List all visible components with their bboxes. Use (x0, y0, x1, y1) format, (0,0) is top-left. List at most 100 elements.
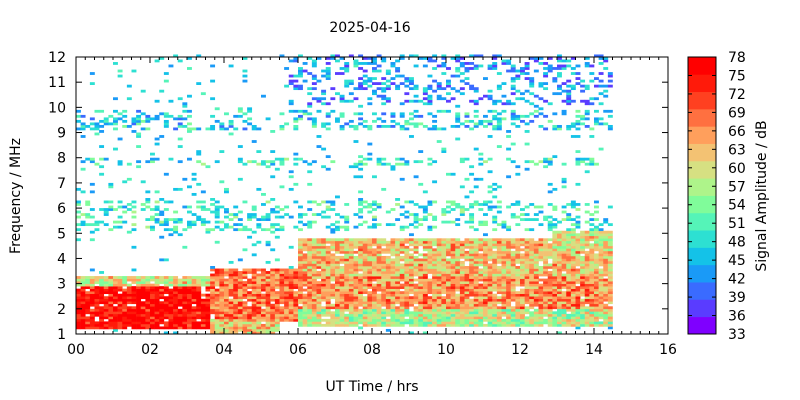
heatmap-cell (224, 323, 229, 327)
heatmap-cell (99, 220, 105, 224)
heatmap-cell (94, 127, 100, 131)
heatmap-cell (284, 298, 290, 302)
heatmap-cell (409, 248, 414, 252)
heatmap-cell (242, 162, 248, 166)
heatmap-cell (487, 243, 493, 247)
heatmap-cell (237, 323, 243, 327)
heatmap-cell (108, 301, 114, 305)
heatmap-cell (580, 230, 586, 234)
heatmap-cell (362, 258, 368, 262)
heatmap-cell (196, 311, 202, 315)
heatmap-cell (154, 137, 160, 141)
heatmap-cell (506, 316, 512, 320)
heatmap-cell (163, 124, 169, 128)
heatmap-cell (168, 157, 174, 161)
heatmap-cell (163, 291, 169, 295)
heatmap-cell (113, 326, 118, 330)
heatmap-cell (422, 323, 428, 327)
heatmap-cell (270, 318, 276, 322)
heatmap-cell (330, 223, 336, 227)
heatmap-cell (501, 245, 507, 249)
heatmap-cell (237, 145, 243, 148)
heatmap-cell (376, 281, 382, 284)
heatmap-cell (270, 296, 276, 300)
heatmap-cell (191, 223, 197, 227)
heatmap-cell (214, 308, 220, 312)
heatmap-cell (348, 54, 354, 58)
heatmap-cell (122, 278, 128, 282)
heatmap-cell (372, 276, 377, 279)
heatmap-cell (446, 316, 451, 320)
heatmap-cell (367, 97, 373, 101)
heatmap-cell (464, 301, 470, 305)
heatmap-cell (584, 268, 590, 272)
heatmap-cell (603, 263, 609, 267)
heatmap-cell (478, 263, 484, 267)
heatmap-cell (302, 243, 308, 247)
heatmap-cell (247, 228, 253, 232)
heatmap-cell (298, 255, 303, 259)
heatmap-cell (99, 293, 105, 297)
heatmap-cell (154, 318, 160, 322)
heatmap-cell (376, 253, 382, 257)
heatmap-cell (385, 245, 391, 249)
heatmap-cell (168, 323, 174, 327)
heatmap-cell (575, 240, 581, 244)
heatmap-cell (515, 321, 521, 325)
heatmap-cell (367, 321, 373, 325)
heatmap-cell (427, 102, 433, 106)
heatmap-cell (557, 323, 562, 327)
heatmap-cell (131, 278, 137, 282)
heatmap-cell (335, 268, 340, 272)
heatmap-cell (603, 286, 609, 289)
heatmap-cell (284, 157, 290, 161)
heatmap-cell (603, 94, 609, 98)
heatmap-cell (145, 117, 151, 121)
heatmap-cell (150, 298, 155, 302)
heatmap-cell (598, 276, 604, 279)
heatmap-cell (603, 220, 609, 224)
heatmap-cell (547, 313, 553, 317)
heatmap-cell (367, 278, 373, 282)
heatmap-cell (261, 326, 266, 330)
heatmap-cell (432, 318, 438, 322)
heatmap-cell (108, 200, 114, 204)
heatmap-cell (76, 318, 81, 322)
heatmap-cell (307, 273, 313, 277)
heatmap-cell (358, 82, 364, 85)
heatmap-cell (113, 283, 118, 287)
heatmap-cell (154, 291, 160, 295)
heatmap-cell (381, 250, 387, 254)
heatmap-cell (478, 157, 484, 161)
heatmap-cell (99, 311, 105, 315)
heatmap-cell (422, 296, 428, 300)
heatmap-cell (196, 82, 202, 85)
heatmap-cell (459, 278, 465, 282)
heatmap-cell (214, 311, 220, 315)
heatmap-cell (99, 283, 105, 287)
heatmap-cell (570, 245, 576, 249)
heatmap-cell (607, 245, 613, 249)
heatmap-cell (598, 57, 604, 60)
heatmap-cell (177, 298, 183, 302)
heatmap-cell (464, 316, 470, 320)
heatmap-cell (210, 210, 216, 214)
heatmap-cell (469, 67, 475, 70)
heatmap-cell (520, 318, 525, 322)
heatmap-cell (594, 308, 599, 312)
heatmap-cell (237, 318, 243, 322)
heatmap-cell (358, 223, 364, 227)
heatmap-cell (372, 306, 377, 310)
heatmap-cell (196, 215, 202, 219)
heatmap-cell (344, 255, 350, 259)
heatmap-cell (159, 223, 165, 227)
heatmap-cell (126, 306, 132, 310)
heatmap-cell (362, 288, 368, 292)
heatmap-cell (520, 69, 525, 73)
heatmap-cell (293, 278, 299, 282)
heatmap-cell (464, 177, 470, 181)
heatmap-cell (552, 208, 558, 211)
heatmap-cell (353, 238, 359, 242)
heatmap-cell (385, 306, 391, 310)
heatmap-cell (163, 278, 169, 282)
